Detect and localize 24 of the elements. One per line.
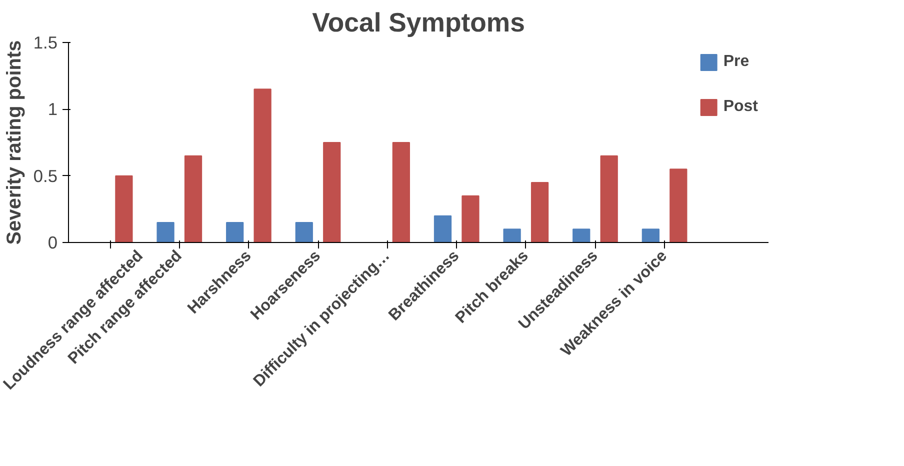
bar [156, 222, 174, 242]
bar [503, 228, 521, 242]
bar [115, 175, 133, 242]
legend-label: Pre [723, 53, 750, 71]
bar [462, 195, 480, 242]
bar [530, 182, 549, 242]
bar [670, 168, 688, 242]
chart-title: Vocal Symptoms [312, 8, 525, 38]
bar [434, 215, 452, 242]
bar [642, 228, 660, 242]
y-tick-label: 0 [48, 232, 58, 252]
bar [226, 222, 244, 242]
bar [323, 142, 341, 242]
y-tick-label: 1 [48, 99, 58, 120]
bar [600, 155, 618, 242]
bar [572, 228, 590, 242]
y-tick-label: 0.5 [33, 166, 58, 186]
legend-label: Post [723, 98, 758, 116]
bar [184, 155, 202, 242]
bar [392, 142, 410, 242]
bar [254, 88, 272, 242]
bar [295, 222, 313, 242]
y-axis-title: Severity rating points [3, 40, 26, 245]
y-tick-label: 1.5 [33, 32, 58, 52]
